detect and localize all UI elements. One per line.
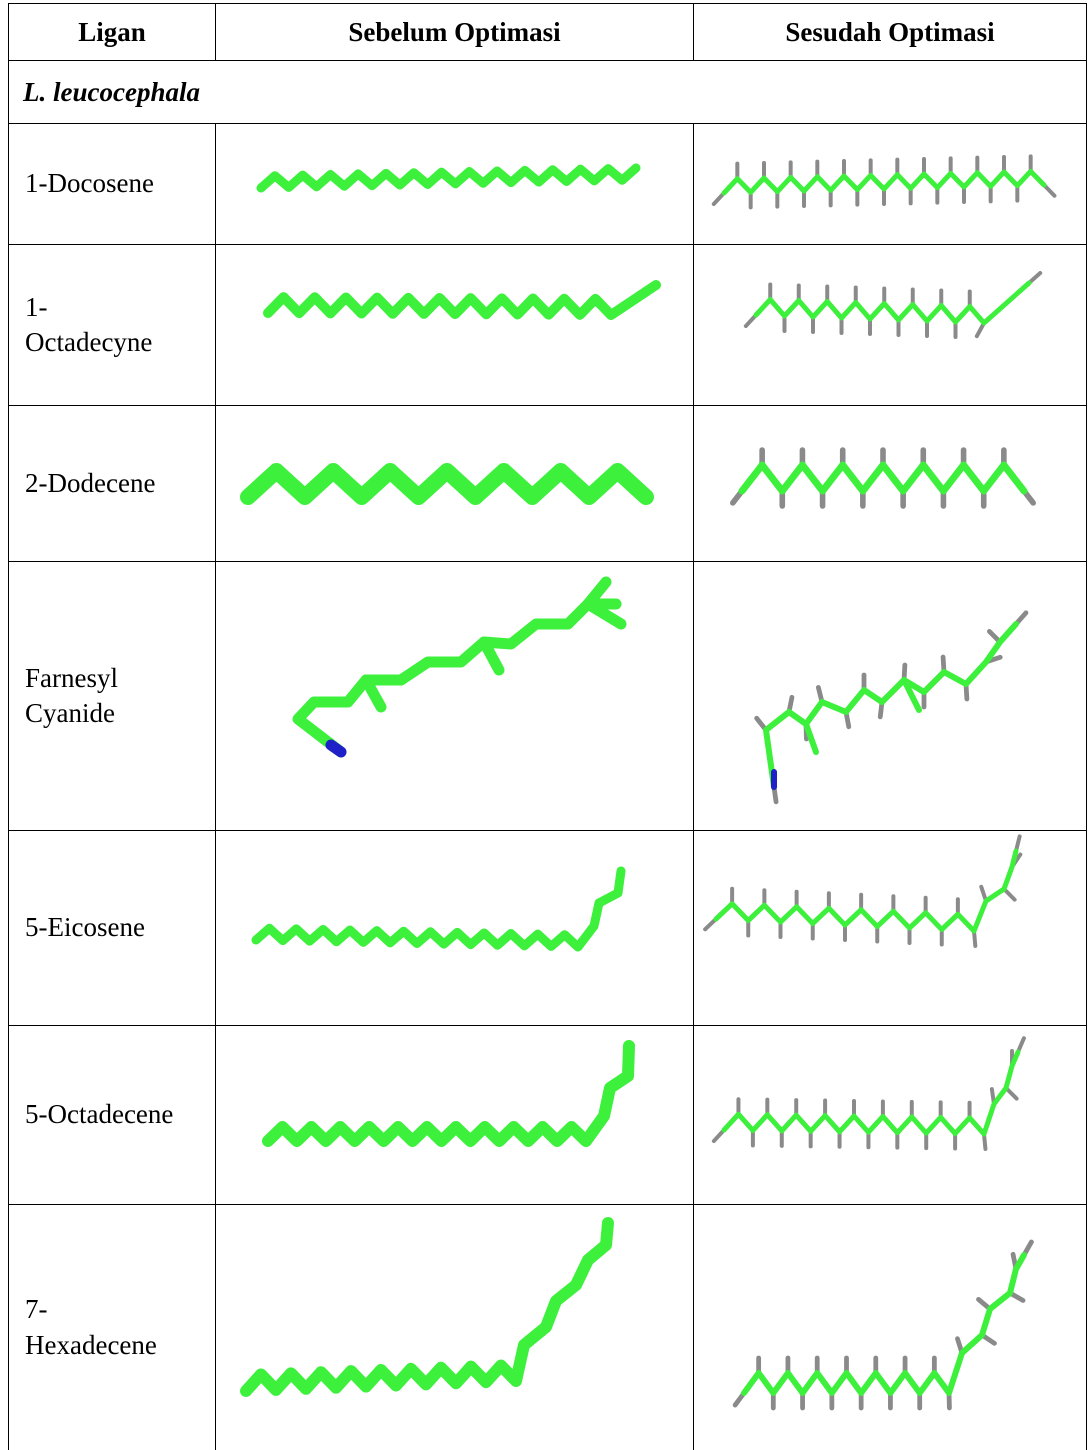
carbon-chain [298, 604, 616, 752]
molecule [216, 1026, 692, 1204]
carbon-chain [724, 1052, 1018, 1134]
carbon-chain [742, 465, 1024, 491]
section-row: L. leucocephala [9, 61, 1087, 124]
ligand-table: Ligan Sebelum Optimasi Sesudah Optimasi … [8, 3, 1087, 1450]
molecule [216, 562, 692, 830]
structure-after [694, 124, 1087, 245]
structure-before [216, 1026, 694, 1205]
carbon-chain [268, 285, 656, 315]
carbon-chain [246, 1223, 608, 1391]
molecule [216, 406, 692, 561]
ligand-row: 7- Hexadecene [9, 1205, 1087, 1450]
section-label: L. leucocephala [9, 61, 1087, 124]
ligand-row: 5-Octadecene [9, 1026, 1087, 1205]
ligand-name: 7- Hexadecene [9, 1205, 216, 1450]
molecule [216, 124, 692, 244]
structure-before [216, 406, 694, 562]
structure-before [216, 562, 694, 831]
header-row: Ligan Sebelum Optimasi Sesudah Optimasi [9, 4, 1087, 61]
branch [331, 745, 341, 752]
ligand-row: 1- Octadecyne [9, 245, 1087, 406]
ligand-row: 2-Dodecene [9, 406, 1087, 562]
structure-after [694, 831, 1087, 1026]
ligand-name: 1-Docosene [9, 124, 216, 245]
carbon-chain [248, 471, 646, 497]
molecule [216, 1205, 692, 1450]
carbon-chain [256, 871, 621, 947]
molecule [694, 831, 1085, 1025]
ligand-name: 5-Octadecene [9, 1026, 216, 1205]
structure-before [216, 831, 694, 1026]
molecule [694, 1205, 1085, 1450]
structure-after [694, 562, 1087, 831]
structure-before [216, 245, 694, 406]
molecule [694, 245, 1085, 405]
molecule [216, 831, 692, 1025]
page: Ligan Sebelum Optimasi Sesudah Optimasi … [0, 0, 1088, 1441]
structure-before [216, 1205, 694, 1450]
ligand-name: 2-Dodecene [9, 406, 216, 562]
ligand-name: 1- Octadecyne [9, 245, 216, 406]
ligand-name: Farnesyl Cyanide [9, 562, 216, 831]
structure-before [216, 124, 694, 245]
molecule [694, 406, 1085, 561]
carbon-chain [724, 171, 1044, 193]
carbon-chain [716, 851, 1016, 931]
carbon-chain [744, 1255, 1024, 1393]
carbon-chain [268, 1046, 629, 1141]
header-cell: Sesudah Optimasi [694, 4, 1087, 61]
molecule [694, 124, 1085, 244]
ligand-row: 5-Eicosene [9, 831, 1087, 1026]
ligand-name: 5-Eicosene [9, 831, 216, 1026]
structure-after [694, 1205, 1087, 1450]
molecule [216, 245, 692, 405]
structure-after [694, 1026, 1087, 1205]
structure-after [694, 406, 1087, 562]
structure-after [694, 245, 1087, 406]
molecule [694, 562, 1085, 830]
header-cell: Sebelum Optimasi [216, 4, 694, 61]
ligand-row: Farnesyl Cyanide [9, 562, 1087, 831]
carbon-chain [766, 624, 1016, 787]
molecule [694, 1026, 1085, 1204]
header-cell: Ligan [9, 4, 216, 61]
ligand-row: 1-Docosene [9, 124, 1087, 245]
carbon-chain [261, 168, 636, 188]
